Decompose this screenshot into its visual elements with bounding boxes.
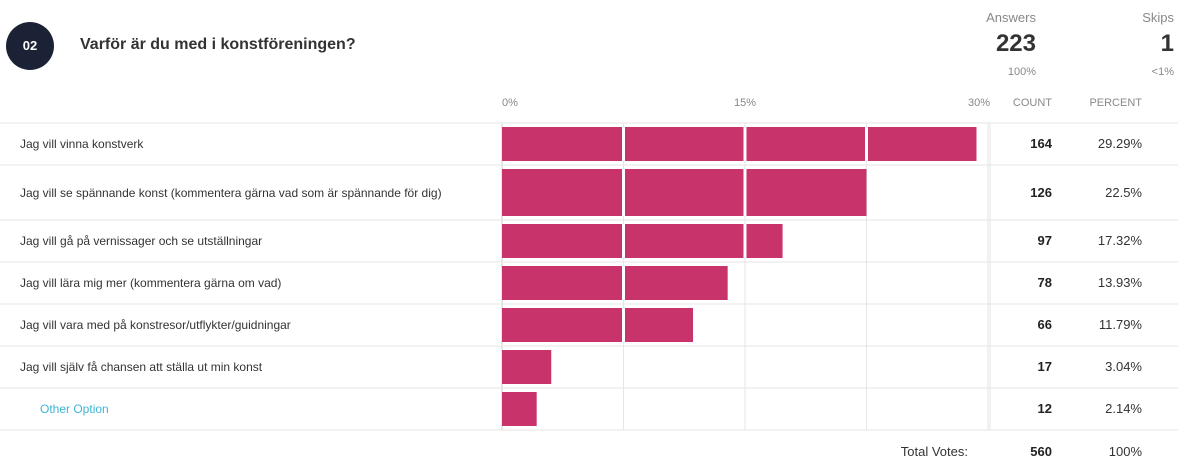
- category-label: Jag vill vinna konstverk: [20, 137, 144, 151]
- bar: [502, 127, 977, 161]
- percent-header: PERCENT: [1089, 97, 1142, 109]
- total-label: Total Votes:: [900, 444, 968, 457]
- category-label: Jag vill gå på vernissager och se utstäl…: [20, 234, 263, 248]
- count: 17: [1037, 359, 1052, 374]
- bar: [502, 169, 867, 216]
- category-label: Jag vill se spännande konst (kommentera …: [20, 185, 442, 200]
- count: 12: [1037, 401, 1052, 416]
- percent: 11.79%: [1098, 317, 1142, 332]
- category-label: Jag vill lära mig mer (kommentera gärna …: [20, 276, 282, 290]
- count: 78: [1037, 275, 1052, 290]
- bar: [502, 308, 693, 342]
- percent: 3.04%: [1105, 359, 1142, 374]
- count: 66: [1037, 317, 1052, 332]
- bar: [502, 266, 728, 300]
- category-label: Jag vill själv få chansen att ställa ut …: [20, 360, 263, 374]
- skips-label: Skips: [1142, 10, 1174, 25]
- bar: [502, 350, 552, 384]
- skips-percent: <1%: [1151, 66, 1174, 78]
- bar: [502, 392, 537, 426]
- answers-count: 223: [995, 30, 1036, 57]
- count: 97: [1037, 233, 1052, 248]
- percent: 22.5%: [1105, 184, 1142, 200]
- total-percent: 100%: [1108, 444, 1142, 457]
- percent: 13.93%: [1097, 275, 1142, 290]
- skips-count: 1: [1160, 30, 1174, 57]
- count: 126: [1030, 184, 1052, 200]
- question-number: 02: [22, 38, 38, 53]
- bar: [502, 224, 783, 258]
- x-tick-label: 30%: [967, 97, 990, 109]
- total-count: 560: [1030, 444, 1052, 457]
- answers-percent: 100%: [1007, 66, 1036, 78]
- x-tick-label: 0%: [502, 97, 518, 109]
- percent: 2.14%: [1105, 401, 1142, 416]
- x-tick-label: 15%: [733, 97, 757, 109]
- count: 164: [1030, 136, 1052, 151]
- other-option-link[interactable]: Other Option: [40, 402, 109, 416]
- badge: [6, 22, 54, 70]
- category-label: Jag vill vara med på konstresor/utflykte…: [20, 318, 291, 332]
- count-header: COUNT: [1012, 97, 1052, 109]
- answers-label: Answers: [986, 10, 1036, 25]
- percent: 29.29%: [1097, 136, 1142, 151]
- percent: 17.32%: [1097, 233, 1142, 248]
- question-title: Varför är du med i konstföreningen?: [80, 36, 356, 53]
